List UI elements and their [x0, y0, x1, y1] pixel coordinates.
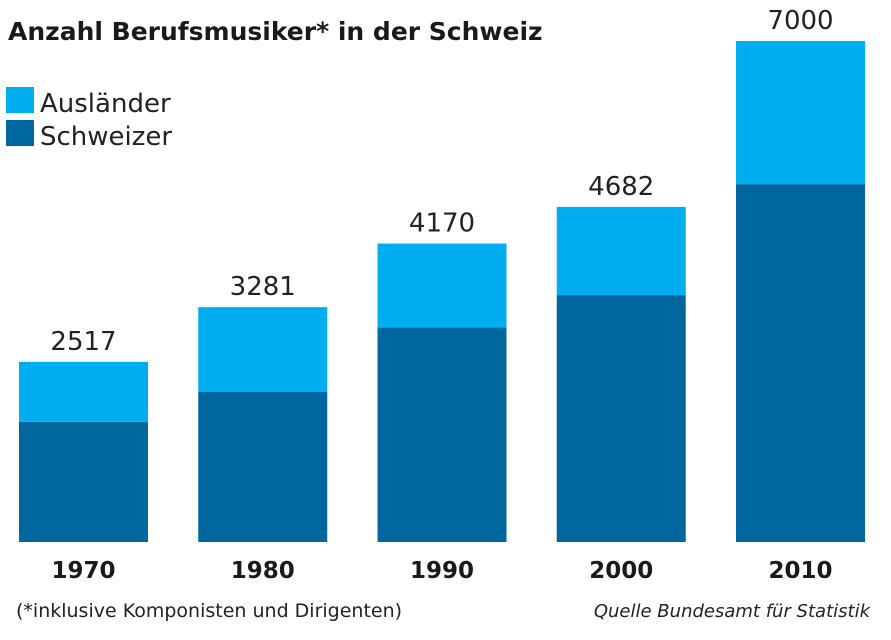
legend-label-schweizer: Schweizer	[40, 122, 172, 152]
source-note: Quelle Bundesamt für Statistik	[594, 601, 872, 622]
x-tick-1970: 1970	[51, 558, 115, 584]
legend: Ausländer Schweizer	[6, 87, 172, 152]
legend-swatch-auslaender	[6, 87, 34, 113]
x-tick-1980: 1980	[231, 558, 295, 584]
total-label-1980: 3281	[230, 272, 296, 302]
total-label-1990: 4170	[409, 209, 475, 239]
bar-schweizer-2000	[556, 295, 686, 542]
bar-auslaender-1970	[19, 361, 148, 422]
legend-swatch-schweizer	[6, 120, 34, 146]
bar-schweizer-1990	[377, 327, 507, 542]
total-label-2010: 7000	[767, 6, 833, 36]
total-label-1970: 2517	[50, 327, 116, 357]
bar-schweizer-1980	[198, 391, 328, 542]
footnote: (*inklusive Komponisten und Dirigenten)	[16, 600, 402, 622]
bar-schweizer-2010	[736, 184, 865, 542]
x-tick-1990: 1990	[410, 558, 474, 584]
bar-auslaender-1990	[377, 243, 507, 328]
bar-auslaender-2010	[736, 41, 865, 185]
x-tick-2010: 2010	[768, 558, 832, 584]
x-tick-2000: 2000	[589, 558, 653, 584]
total-label-2000: 4682	[588, 172, 654, 202]
bars: 2517 1970 3281 1980 4170 1990 4682 2000 7000 2010	[19, 6, 865, 584]
bar-auslaender-2000	[556, 206, 686, 296]
legend-label-auslaender: Ausländer	[40, 89, 171, 119]
bar-auslaender-1980	[198, 307, 328, 392]
chart-title: Anzahl Berufsmusiker* in der Schweiz	[8, 17, 543, 46]
bar-schweizer-1970	[19, 421, 148, 542]
